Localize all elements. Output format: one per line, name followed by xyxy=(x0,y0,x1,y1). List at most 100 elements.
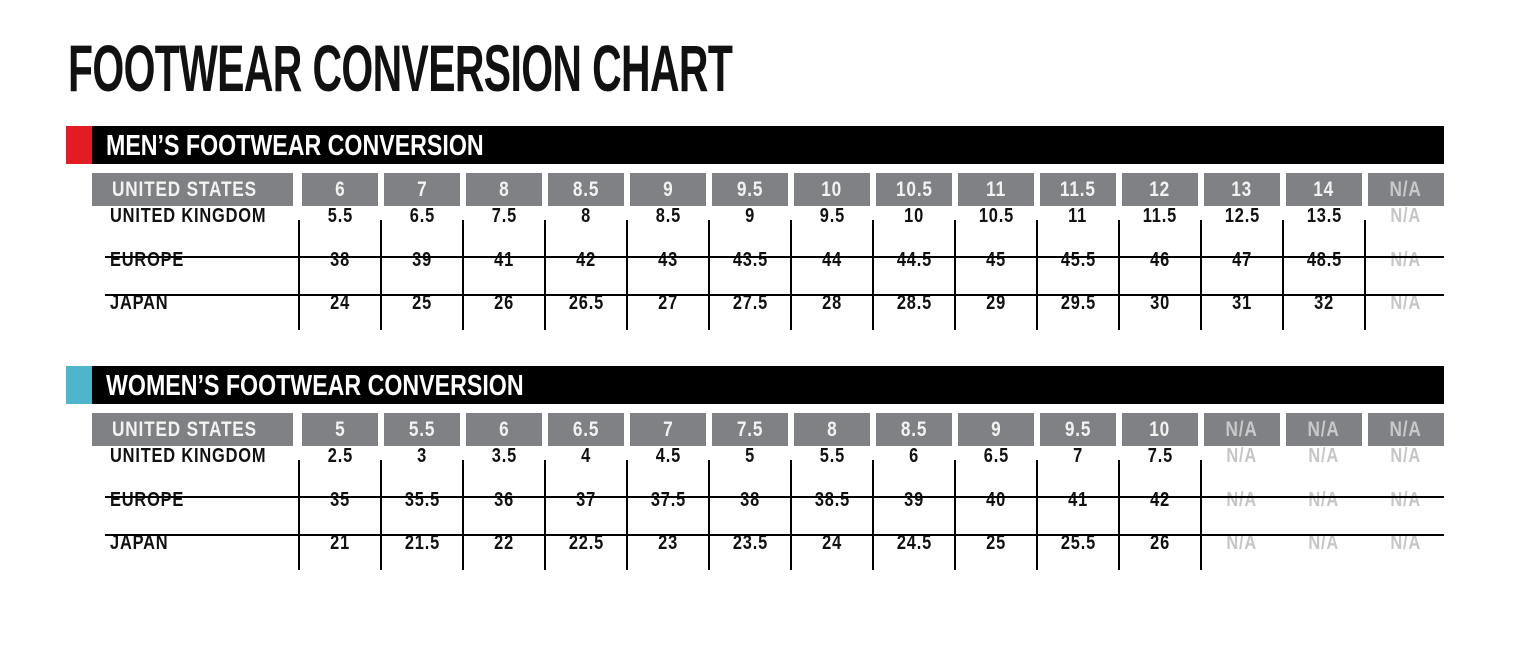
table-cell: 47 xyxy=(1201,249,1283,272)
table-cell: 28.5 xyxy=(873,292,955,315)
cell-text: 24.5 xyxy=(896,532,932,554)
cell-text: 13.5 xyxy=(1306,205,1342,227)
header-cell: 11 xyxy=(958,173,1034,206)
cell-text: 32 xyxy=(1314,292,1334,314)
cell-text: N/A xyxy=(1308,532,1340,554)
header-cell: 11.5 xyxy=(1040,173,1116,206)
cell-text: N/A xyxy=(1390,489,1422,511)
cell-text: 47 xyxy=(1232,249,1252,271)
cell-text: N/A xyxy=(1389,417,1423,441)
cell-text: N/A xyxy=(1390,249,1422,271)
table-cell: 31 xyxy=(1201,292,1283,315)
table-cell: 10 xyxy=(873,205,955,228)
cell-text: 7.5 xyxy=(1147,445,1173,467)
section-title-bar: MEN’S FOOTWEAR CONVERSION xyxy=(92,126,1444,164)
header-cell: 14 xyxy=(1286,173,1362,206)
cell-text: 9.5 xyxy=(1064,417,1092,441)
cell-text: 42 xyxy=(1150,489,1170,511)
table-cell: 38 xyxy=(709,489,791,512)
table-cell: N/A xyxy=(1365,445,1447,468)
table-cell: 21.5 xyxy=(381,532,463,555)
column-divider xyxy=(1036,460,1038,570)
cell-text: 10 xyxy=(1149,417,1171,441)
cell-text: UNITED STATES xyxy=(112,177,257,201)
table-cell: 11.5 xyxy=(1119,205,1201,228)
header-cell: 8.5 xyxy=(548,173,624,206)
cell-text: 25 xyxy=(412,292,432,314)
header-cell: 7 xyxy=(630,413,706,446)
header-cell: N/A xyxy=(1286,413,1362,446)
cell-text: 11 xyxy=(986,177,1006,201)
header-cell: 9 xyxy=(958,413,1034,446)
cell-text: 5 xyxy=(334,417,346,441)
table-cell: 24.5 xyxy=(873,532,955,555)
cell-text: 4 xyxy=(581,445,591,467)
table-cell: N/A xyxy=(1283,489,1365,512)
table-cell: 13.5 xyxy=(1283,205,1365,228)
cell-text: 27.5 xyxy=(732,292,768,314)
column-divider xyxy=(790,460,792,570)
cell-text: 25.5 xyxy=(1060,532,1096,554)
cell-text: 7 xyxy=(416,177,428,201)
table-cell: 35 xyxy=(299,489,381,512)
header-cell: 6.5 xyxy=(548,413,624,446)
header-cell: 7 xyxy=(384,173,460,206)
cell-text: 6 xyxy=(334,177,346,201)
cell-text: 43 xyxy=(658,249,678,271)
cell-text: 38 xyxy=(740,489,760,511)
table-cell: 48.5 xyxy=(1283,249,1365,272)
column-divider xyxy=(1364,220,1366,330)
table-cell: 23 xyxy=(627,532,709,555)
cell-text: N/A xyxy=(1390,292,1422,314)
table-cell: N/A xyxy=(1365,205,1447,228)
column-divider xyxy=(626,220,628,330)
table-cell: N/A xyxy=(1201,445,1283,468)
cell-text: 37.5 xyxy=(650,489,686,511)
table-cell: 26 xyxy=(463,292,545,315)
table-cell: 3 xyxy=(381,445,463,468)
table-cell: 25 xyxy=(381,292,463,315)
table-cell: 10.5 xyxy=(955,205,1037,228)
cell-text: EUROPE xyxy=(110,249,185,271)
row-label: UNITED KINGDOM xyxy=(110,445,301,468)
cell-text: 7.5 xyxy=(736,417,764,441)
table-cell: 26 xyxy=(1119,532,1201,555)
cell-text: 22.5 xyxy=(568,532,604,554)
cell-text: 38.5 xyxy=(814,489,850,511)
table-cell: 8 xyxy=(545,205,627,228)
column-divider xyxy=(872,220,874,330)
cell-text: 10.5 xyxy=(895,177,933,201)
table-cell: 41 xyxy=(463,249,545,272)
cell-text: N/A xyxy=(1308,445,1340,467)
table-cell: 12.5 xyxy=(1201,205,1283,228)
cell-text: JAPAN xyxy=(110,532,169,554)
cell-text: 6.5 xyxy=(983,445,1009,467)
cell-text: 26 xyxy=(1150,532,1170,554)
cell-text: 38 xyxy=(330,249,350,271)
cell-text: N/A xyxy=(1390,445,1422,467)
cell-text: 5.5 xyxy=(327,205,353,227)
cell-text: 11.5 xyxy=(1142,205,1178,227)
table-cell: 35.5 xyxy=(381,489,463,512)
header-cell: 5 xyxy=(302,413,378,446)
cell-text: 44.5 xyxy=(896,249,932,271)
cell-text: 35.5 xyxy=(404,489,440,511)
cell-text: 27 xyxy=(658,292,678,314)
cell-text: 45.5 xyxy=(1060,249,1096,271)
cell-text: 26 xyxy=(494,292,514,314)
header-cell: 10 xyxy=(1122,413,1198,446)
cell-text: 2.5 xyxy=(327,445,353,467)
cell-text: 7 xyxy=(662,417,674,441)
cell-text: 21 xyxy=(330,532,350,554)
table-cell: 25 xyxy=(955,532,1037,555)
row-label: JAPAN xyxy=(110,532,181,555)
cell-text: 3 xyxy=(417,445,427,467)
cell-text: 36 xyxy=(494,489,514,511)
header-cell: N/A xyxy=(1368,413,1444,446)
column-divider xyxy=(1282,220,1284,330)
table-cell: 5.5 xyxy=(791,445,873,468)
cell-text: 35 xyxy=(330,489,350,511)
cell-text: 23.5 xyxy=(732,532,768,554)
table-cell: 42 xyxy=(1119,489,1201,512)
header-label: UNITED STATES xyxy=(92,413,293,446)
